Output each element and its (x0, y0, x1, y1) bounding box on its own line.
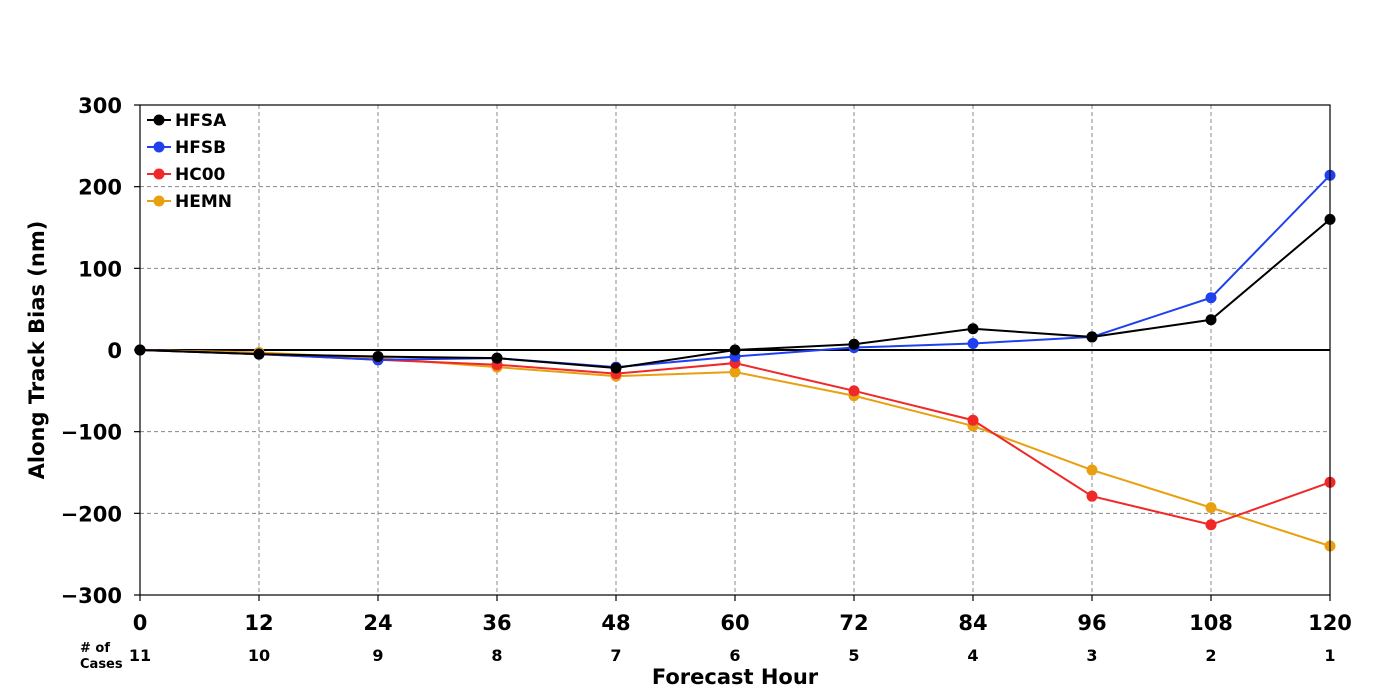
data-point-hfsa (372, 351, 384, 363)
case-count: 4 (967, 646, 978, 665)
case-count: 7 (610, 646, 621, 665)
data-point-hc00 (848, 385, 860, 397)
data-point-hfsa (610, 362, 622, 374)
cases-header-line1: # of (80, 641, 110, 656)
legend-swatch-marker (153, 195, 165, 207)
case-count: 2 (1205, 646, 1216, 665)
legend-entry-hemn: HEMN (147, 192, 232, 212)
case-count: 3 (1086, 646, 1097, 665)
y-tick-label: 0 (107, 339, 122, 363)
y-ticks: −300 −200 −100 0 100 200 300 (61, 94, 140, 608)
x-axis-title: Forecast Hour (652, 665, 819, 689)
x-tick-label: 36 (482, 611, 511, 635)
data-point-hfsa (967, 323, 979, 335)
data-point-hc00 (1086, 490, 1098, 502)
data-point-hfsb (967, 337, 979, 349)
data-point-hfsa (729, 344, 741, 356)
x-tick-label: 120 (1308, 611, 1352, 635)
y-tick-label: −300 (61, 584, 122, 608)
case-count: 10 (248, 646, 270, 665)
y-axis-title: Along Track Bias (nm) (25, 221, 49, 480)
legend-label: HFSB (175, 138, 226, 158)
series-hfsa (134, 213, 1336, 374)
case-count: 1 (1324, 646, 1335, 665)
x-tick-label: 0 (133, 611, 148, 635)
legend-swatch-marker (153, 114, 165, 126)
data-point-hfsa (491, 352, 503, 364)
case-count: 8 (491, 646, 502, 665)
data-point-hfsb (1205, 292, 1217, 304)
data-point-hfsa (848, 338, 860, 350)
legend-entry-hfsa: HFSA (147, 111, 227, 131)
legend: HFSA HFSB HC00 HEMN (147, 111, 232, 212)
x-tick-label: 84 (958, 611, 987, 635)
series-hfsb (134, 169, 1336, 373)
x-tick-label: 108 (1189, 611, 1233, 635)
x-tick-label: 72 (839, 611, 868, 635)
series-layer (134, 169, 1336, 552)
cases-row: # of Cases 11 10 9 8 7 6 5 4 3 2 1 (80, 641, 1336, 672)
x-tick-label: 60 (720, 611, 749, 635)
case-count: 11 (129, 646, 151, 665)
x-tick-label: 48 (601, 611, 630, 635)
x-ticks: 0 12 24 36 48 60 72 84 96 108 120 (133, 595, 1352, 635)
legend-swatch-marker (153, 168, 165, 180)
data-point-hc00 (967, 414, 979, 426)
y-tick-label: −200 (61, 502, 122, 526)
data-point-hfsa (253, 348, 265, 360)
case-count: 6 (729, 646, 740, 665)
x-tick-label: 24 (363, 611, 392, 635)
y-tick-label: 200 (78, 176, 122, 200)
data-point-hemn (729, 366, 741, 378)
legend-entry-hfsb: HFSB (147, 138, 226, 158)
case-count: 5 (848, 646, 859, 665)
legend-label: HFSA (175, 111, 227, 131)
data-point-hemn (1205, 502, 1217, 514)
case-count: 9 (372, 646, 383, 665)
data-point-hfsa (1086, 331, 1098, 343)
legend-label: HC00 (175, 165, 226, 185)
x-tick-label: 96 (1077, 611, 1106, 635)
y-tick-label: 100 (78, 257, 122, 281)
legend-swatch-marker (153, 141, 165, 153)
legend-entry-hc00: HC00 (147, 165, 226, 185)
x-tick-label: 12 (244, 611, 273, 635)
y-tick-label: 300 (78, 94, 122, 118)
data-point-hfsa (1205, 314, 1217, 326)
legend-label: HEMN (175, 192, 232, 212)
y-tick-label: −100 (61, 421, 122, 445)
cases-header-line2: Cases (80, 657, 123, 672)
data-point-hemn (1086, 464, 1098, 476)
data-point-hc00 (1205, 519, 1217, 531)
